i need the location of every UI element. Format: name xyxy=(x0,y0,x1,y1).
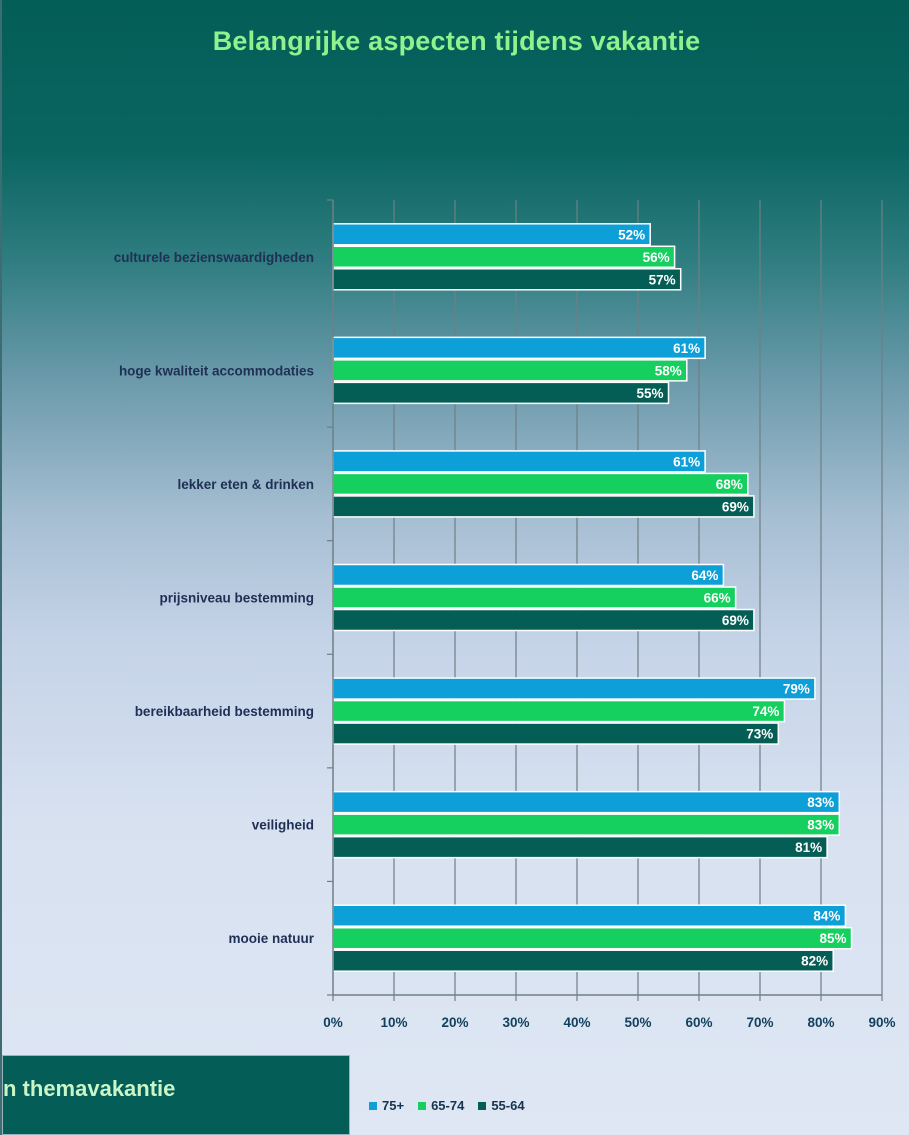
bar xyxy=(333,701,784,722)
x-tick-label: 50% xyxy=(624,1015,651,1030)
category-label: culturele bezienswaardigheden xyxy=(114,250,314,265)
bar xyxy=(333,496,754,517)
bar-value-label: 57% xyxy=(649,272,676,287)
category-label: lekker eten & drinken xyxy=(177,477,314,492)
bar-value-label: 52% xyxy=(618,227,645,242)
bar xyxy=(333,837,827,858)
bar-value-label: 69% xyxy=(722,613,749,628)
bar xyxy=(333,360,687,381)
bar xyxy=(333,723,778,744)
chart-legend: 75+ 65-74 55-64 xyxy=(369,1098,525,1113)
x-tick-label: 30% xyxy=(502,1015,529,1030)
category-label: prijsniveau bestemming xyxy=(159,591,314,606)
bar xyxy=(333,451,705,472)
bar xyxy=(333,587,736,608)
legend-label: 55-64 xyxy=(491,1098,524,1113)
bar xyxy=(333,678,815,699)
bar-value-label: 66% xyxy=(704,591,731,606)
bar-value-label: 69% xyxy=(722,499,749,514)
legend-swatch xyxy=(478,1102,486,1110)
x-tick-label: 70% xyxy=(746,1015,773,1030)
x-tick-label: 60% xyxy=(685,1015,712,1030)
legend-label: 75+ xyxy=(382,1098,404,1113)
bar-value-label: 55% xyxy=(636,386,663,401)
bar xyxy=(333,224,650,245)
bar-value-label: 85% xyxy=(819,931,846,946)
bar-value-label: 79% xyxy=(783,682,810,697)
bar-value-label: 68% xyxy=(716,477,743,492)
bar xyxy=(333,269,681,290)
category-label: hoge kwaliteit accommodaties xyxy=(119,363,314,378)
category-label: mooie natuur xyxy=(228,931,314,946)
bar xyxy=(333,610,754,631)
legend-swatch xyxy=(418,1102,426,1110)
bar-value-label: 73% xyxy=(746,727,773,742)
bar-value-label: 61% xyxy=(673,454,700,469)
bar-value-label: 83% xyxy=(807,795,834,810)
bar xyxy=(333,928,852,949)
footer-text: n themavakantie xyxy=(3,1076,175,1102)
bar-value-label: 61% xyxy=(673,341,700,356)
legend-swatch xyxy=(369,1102,377,1110)
bar xyxy=(333,792,839,813)
bar xyxy=(333,905,845,926)
x-tick-label: 80% xyxy=(807,1015,834,1030)
bar xyxy=(333,382,669,403)
bar-value-label: 56% xyxy=(643,250,670,265)
x-tick-label: 40% xyxy=(563,1015,590,1030)
x-tick-label: 10% xyxy=(380,1015,407,1030)
x-tick-label: 20% xyxy=(441,1015,468,1030)
footer-banner: n themavakantie xyxy=(2,1055,350,1135)
x-tick-label: 0% xyxy=(323,1015,343,1030)
bar xyxy=(333,950,833,971)
bar xyxy=(333,473,748,494)
bar-value-label: 58% xyxy=(655,363,682,378)
legend-item: 75+ xyxy=(369,1098,404,1113)
bar-value-label: 74% xyxy=(752,704,779,719)
legend-item: 65-74 xyxy=(418,1098,464,1113)
x-tick-label: 90% xyxy=(868,1015,895,1030)
category-label: veiligheid xyxy=(252,818,314,833)
bar-value-label: 64% xyxy=(691,568,718,583)
bar xyxy=(333,337,705,358)
bar xyxy=(333,565,723,586)
bar-value-label: 83% xyxy=(807,818,834,833)
legend-label: 65-74 xyxy=(431,1098,464,1113)
bar-value-label: 81% xyxy=(795,840,822,855)
bar-value-label: 82% xyxy=(801,954,828,969)
bar xyxy=(333,814,839,835)
bar xyxy=(333,246,675,267)
bar-value-label: 84% xyxy=(813,909,840,924)
legend-item: 55-64 xyxy=(478,1098,524,1113)
category-label: bereikbaarheid bestemming xyxy=(135,704,314,719)
